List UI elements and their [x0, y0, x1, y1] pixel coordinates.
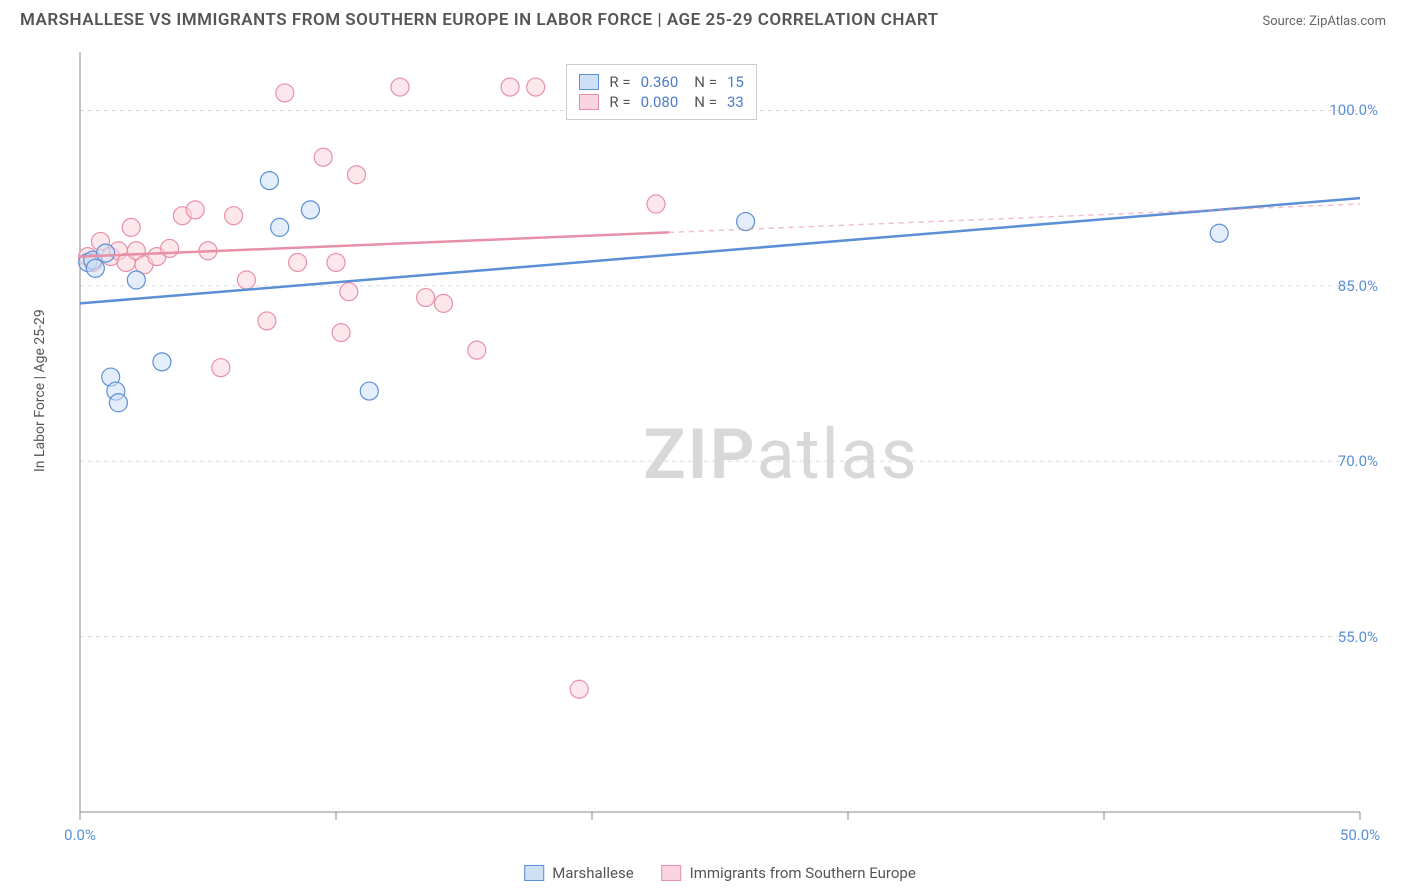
- chart-container: In Labor Force | Age 25-29 ZIPatlas 55.0…: [50, 52, 1390, 882]
- scatter-plot: [50, 52, 1390, 882]
- r-label: R =: [609, 93, 630, 111]
- y-axis-label: In Labor Force | Age 25-29: [32, 309, 48, 472]
- legend-swatch: [579, 74, 599, 90]
- correlation-row: R = 0.360 N = 15: [579, 73, 743, 91]
- correlation-row: R = 0.080 N = 33: [579, 93, 743, 111]
- r-value: 0.360: [641, 73, 679, 91]
- n-value: 15: [727, 73, 744, 91]
- n-label: N =: [694, 73, 717, 91]
- x-tick-label: 0.0%: [64, 826, 96, 844]
- legend-item: Immigrants from Southern Europe: [662, 864, 916, 882]
- chart-title: MARSHALLESE VS IMMIGRANTS FROM SOUTHERN …: [20, 10, 939, 30]
- r-label: R =: [609, 73, 630, 91]
- n-value: 33: [727, 93, 744, 111]
- y-tick-label: 85.0%: [1338, 277, 1378, 295]
- title-bar: MARSHALLESE VS IMMIGRANTS FROM SOUTHERN …: [0, 0, 1406, 38]
- legend-swatch: [524, 865, 544, 881]
- r-value: 0.080: [641, 93, 679, 111]
- legend-label: Marshallese: [552, 864, 633, 882]
- y-tick-label: 70.0%: [1338, 452, 1378, 470]
- legend-label: Immigrants from Southern Europe: [690, 864, 916, 882]
- x-tick-label: 50.0%: [1340, 826, 1380, 844]
- y-tick-label: 55.0%: [1338, 628, 1378, 646]
- y-tick-label: 100.0%: [1329, 101, 1378, 119]
- legend-swatch: [579, 94, 599, 110]
- legend-item: Marshallese: [524, 864, 633, 882]
- legend-swatch: [662, 865, 682, 881]
- bottom-legend: Marshallese Immigrants from Southern Euro…: [524, 864, 916, 882]
- n-label: N =: [694, 93, 717, 111]
- source-label: Source: ZipAtlas.com: [1262, 14, 1386, 29]
- correlation-legend: R = 0.360 N = 15 R = 0.080 N = 33: [566, 64, 756, 120]
